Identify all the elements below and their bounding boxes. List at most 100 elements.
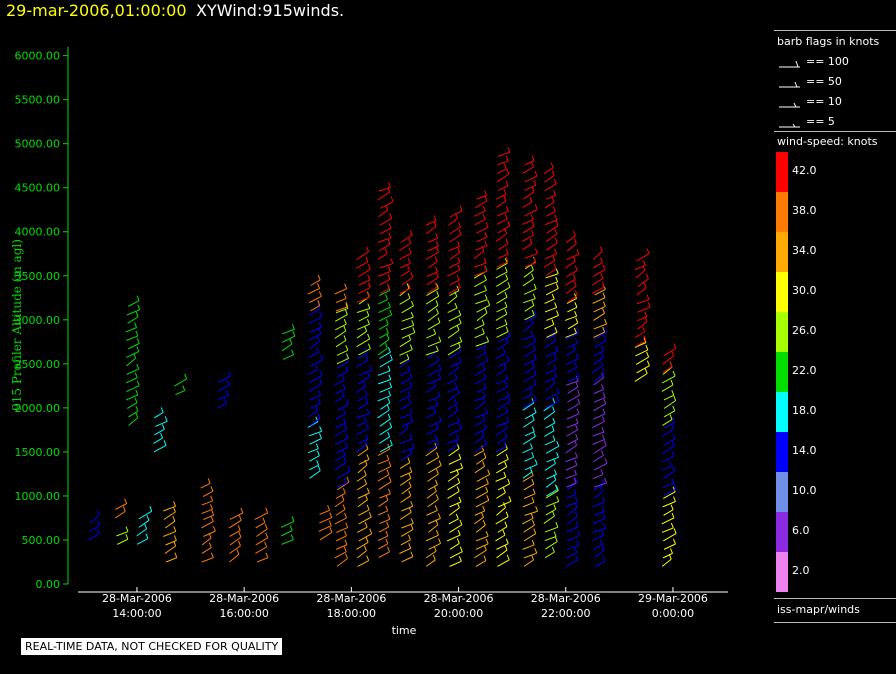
wind-barb-flag: [436, 439, 440, 445]
wind-barb-flag: [317, 283, 321, 289]
wind-barb-flag: [577, 530, 581, 536]
wind-barb-flag: [367, 303, 371, 309]
wind-barb: [335, 314, 348, 322]
wind-barb-flag: [481, 430, 485, 437]
colorbar-label: 34.0: [792, 244, 817, 257]
wind-barb-flag: [531, 452, 535, 458]
wind-barb: [425, 350, 439, 356]
wind-barb-flag: [600, 273, 604, 279]
wind-barb: [522, 471, 533, 479]
wind-barb: [117, 538, 129, 545]
wind-barb-flag: [210, 516, 214, 522]
wind-barb: [566, 380, 579, 386]
wind-barb: [427, 498, 439, 508]
wind-barb-flag: [369, 365, 372, 371]
wind-barb: [522, 225, 535, 234]
wind-barb-flag: [484, 190, 488, 196]
wind-barb-flag: [673, 496, 676, 502]
wind-barb: [662, 355, 674, 365]
wind-barb-flag: [553, 263, 557, 269]
wind-barb: [522, 436, 536, 445]
wind-barb: [567, 507, 578, 516]
wind-barb: [334, 462, 347, 471]
wind-barb-flag: [409, 466, 413, 473]
wind-barb: [310, 279, 321, 286]
wind-barb: [379, 289, 391, 296]
wind-barb-flag: [438, 373, 442, 379]
wind-barb: [401, 316, 414, 322]
wind-barb: [255, 522, 266, 529]
wind-barb: [663, 438, 676, 446]
wind-barb: [523, 349, 536, 358]
barb-legend-label: == 5: [806, 115, 835, 128]
colorbar-label: 42.0: [792, 164, 817, 177]
wind-barb: [449, 361, 462, 368]
wind-barb: [545, 500, 559, 508]
wind-barb-flag: [506, 168, 510, 175]
wind-barb-flag: [366, 310, 370, 316]
wind-barb-flag: [455, 513, 459, 520]
wind-barb-flag: [237, 525, 241, 531]
wind-barb-flag: [410, 501, 414, 507]
wind-barb-flag: [342, 487, 346, 494]
wind-barb-flag: [410, 518, 414, 524]
wind-barb: [309, 470, 321, 479]
wind-barb-flag: [603, 523, 607, 529]
wind-barb-flag: [554, 484, 558, 490]
wind-barb-flag: [387, 431, 391, 437]
wind-barb-flag: [646, 351, 650, 358]
wind-barb-flag: [574, 311, 578, 317]
wind-barb-flag: [643, 260, 646, 266]
wind-barb-flag: [238, 540, 241, 547]
wind-barb: [523, 419, 535, 428]
wind-barb-flag: [672, 405, 676, 412]
wind-barb: [474, 412, 488, 419]
colorbar-label: 14.0: [792, 444, 817, 457]
wind-barb-flag: [556, 388, 560, 394]
wind-barb: [447, 307, 458, 313]
colorbar-swatch: [776, 272, 788, 312]
wind-barb: [593, 491, 604, 499]
wind-barb-flag: [575, 375, 579, 382]
wind-barb: [476, 387, 487, 393]
wind-barb: [592, 269, 606, 277]
wind-barb: [398, 427, 409, 436]
wind-barb: [664, 421, 675, 429]
wind-barb-flag: [460, 462, 464, 469]
wind-barb-flag: [601, 544, 605, 551]
wind-barb: [661, 527, 674, 533]
wind-barb: [399, 511, 412, 520]
wind-barb: [428, 420, 442, 427]
wind-barb: [202, 490, 214, 497]
wind-barb-flag: [434, 281, 438, 288]
wind-barb-flag: [574, 496, 578, 503]
wind-barb-flag: [530, 265, 534, 271]
wind-barb-flag: [408, 398, 412, 404]
colorbar-label: 30.0: [792, 284, 817, 297]
barb-legend-item: == 5: [778, 115, 888, 131]
wind-barb: [524, 184, 537, 191]
wind-barb: [524, 340, 536, 349]
wind-barb: [400, 324, 414, 331]
wind-barb-flag: [385, 294, 389, 300]
wind-barb: [377, 370, 391, 376]
wind-barb: [163, 511, 176, 520]
wind-barb: [356, 483, 367, 491]
wind-barb: [377, 299, 388, 305]
wind-barb: [379, 426, 392, 436]
wind-barb: [566, 429, 578, 437]
wind-barb-flag: [504, 266, 508, 273]
wind-barb: [335, 413, 346, 420]
wind-barb-flag: [602, 326, 606, 333]
wind-barb: [378, 466, 392, 474]
wind-barb: [165, 557, 178, 563]
wind-barb-flag: [290, 534, 294, 540]
wind-barb: [566, 235, 576, 244]
wind-barb: [565, 332, 577, 338]
wind-barb: [637, 306, 651, 313]
wind-barb-flag: [554, 536, 558, 542]
wind-barb: [138, 519, 150, 528]
wind-barb: [307, 421, 319, 428]
wind-barb-flag: [342, 408, 346, 415]
wind-barb: [565, 332, 579, 340]
